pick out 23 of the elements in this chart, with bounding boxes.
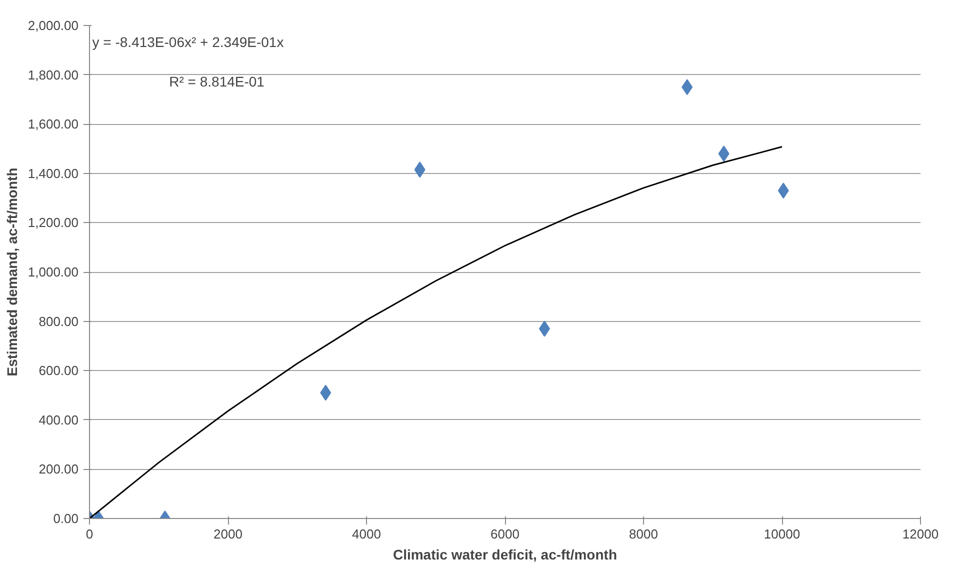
y-tick-label: 400.00 [38, 412, 79, 428]
x-tick-label: 0 [86, 526, 94, 542]
y-tick-label: 0.00 [53, 511, 79, 526]
y-tick-label: 1,600.00 [28, 116, 79, 132]
x-tick-label: 4000 [352, 526, 381, 542]
y-tick-label: 800.00 [38, 314, 79, 329]
annotation: y = -8.413E-06x² + 2.349E-01x [92, 34, 284, 50]
y-tick-label: 1,800.00 [28, 67, 79, 82]
x-tick-label: 2000 [214, 526, 242, 542]
y-tick-label: 200.00 [38, 462, 79, 477]
line-series [90, 146, 783, 518]
x-tick-label: 6000 [490, 526, 520, 542]
x-axis-title: Climatic water deficit, ac-ft/month [392, 546, 618, 562]
x-tick-label: 12000 [902, 526, 939, 542]
y-tick-label: 1,000.00 [28, 264, 79, 280]
x-tick-label: 10000 [764, 526, 800, 542]
y-tick-label: 600.00 [38, 363, 79, 378]
y-tick-label: 2,000.00 [28, 18, 79, 33]
y-tick-label: 1,400.00 [28, 166, 79, 181]
x-tick-label: 8000 [629, 526, 658, 542]
annotation: R² = 8.814E-01 [169, 74, 265, 90]
y-tick-label: 1,200.00 [28, 215, 79, 230]
y-axis-title: Estimated demand, ac-ft/month [4, 168, 20, 376]
